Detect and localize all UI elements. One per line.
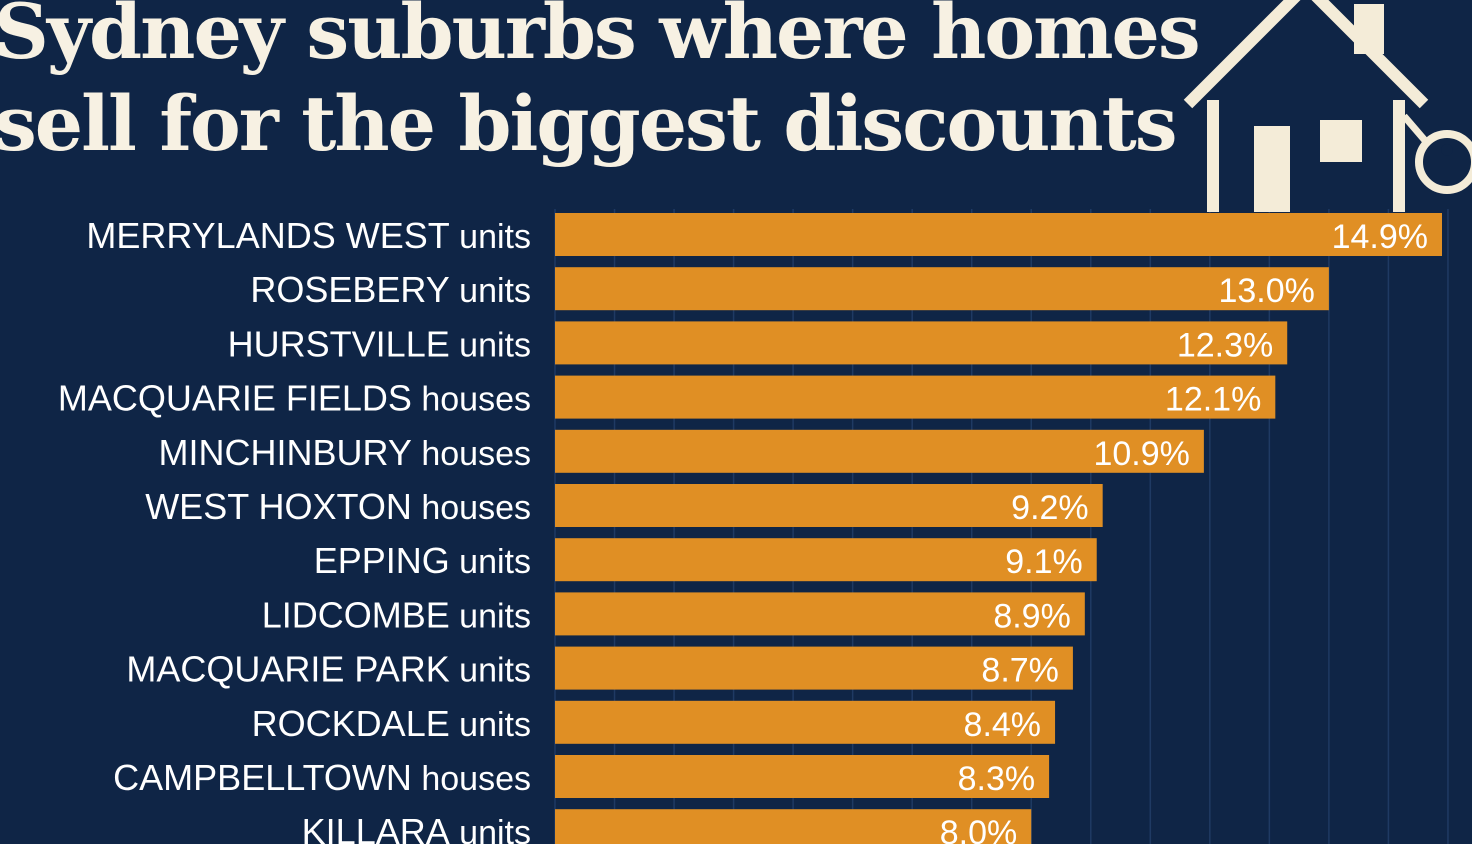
category-label: ROSEBERY units	[250, 269, 531, 310]
suburb-name: KILLARA	[302, 811, 450, 844]
property-type: houses	[412, 435, 531, 473]
data-label: 8.0%	[940, 814, 1018, 844]
chart-title-line-1: Sydney suburbs where homes	[0, 0, 1199, 76]
value-labels: 14.9% 13.0% 12.3% 12.1% 10.9%9.2% 9.1% 8.9% 8.7…	[940, 218, 1428, 844]
property-type: houses	[412, 489, 531, 527]
bar	[555, 809, 1032, 844]
bar	[555, 267, 1329, 311]
property-type: units	[450, 218, 531, 256]
category-label: MACQUARIE FIELDS houses	[58, 378, 531, 419]
suburb-name: MACQUARIE FIELDS	[58, 378, 412, 419]
bar	[555, 592, 1085, 636]
house-details	[1254, 4, 1453, 212]
key-ring	[1415, 130, 1472, 194]
bar	[555, 755, 1050, 798]
key-hole	[1441, 144, 1453, 156]
bar	[555, 646, 1073, 690]
house-roof	[1183, 0, 1429, 109]
bar	[555, 538, 1097, 582]
data-label: 13.0%	[1218, 272, 1314, 310]
category-label: LIDCOMBE units	[262, 594, 531, 635]
suburb-name: LIDCOMBE	[262, 594, 450, 635]
property-type: units	[450, 326, 531, 364]
bar	[555, 484, 1103, 527]
suburb-name: HURSTVILLE	[228, 323, 450, 364]
data-label: 8.4%	[964, 706, 1042, 744]
category-label: HURSTVILLE units	[228, 323, 531, 364]
suburb-name: ROSEBERY	[250, 269, 449, 310]
bar	[555, 700, 1056, 744]
data-label: 10.9%	[1093, 435, 1189, 473]
suburb-name: EPPING	[314, 540, 450, 581]
category-label: MACQUARIE PARK units	[126, 649, 531, 690]
suburb-name: ROCKDALE	[252, 703, 450, 744]
bar	[555, 213, 1442, 256]
suburb-name: MERRYLANDS WEST	[86, 215, 449, 256]
suburb-name: CAMPBELLTOWN	[113, 757, 412, 798]
suburb-name: MINCHINBURY	[159, 432, 412, 473]
property-type: units	[450, 814, 531, 844]
property-type: units	[450, 652, 531, 690]
property-type: units	[450, 543, 531, 581]
house-door	[1254, 126, 1290, 212]
key-loop	[1401, 113, 1431, 147]
category-label: MERRYLANDS WEST units	[86, 215, 531, 256]
category-label: EPPING units	[314, 540, 531, 581]
bar	[555, 429, 1204, 473]
data-label: 8.3%	[958, 760, 1036, 798]
property-type: units	[450, 597, 531, 635]
house-with-key-icon	[1183, 0, 1472, 212]
data-label: 8.9%	[993, 597, 1071, 635]
property-type: houses	[412, 760, 531, 798]
category-label: ROCKDALE units	[252, 703, 531, 744]
data-label: 12.1%	[1165, 381, 1261, 419]
category-label: CAMPBELLTOWN houses	[113, 757, 531, 798]
suburb-name: MACQUARIE PARK	[126, 649, 449, 690]
category-label: KILLARA units	[302, 811, 531, 844]
property-type: units	[450, 706, 531, 744]
category-label: WEST HOXTON houses	[145, 486, 531, 527]
suburb-name: WEST HOXTON	[145, 486, 412, 527]
house-chimney	[1354, 4, 1384, 54]
category-label: MINCHINBURY houses	[159, 432, 531, 473]
chart-title-line-2: sell for the biggest discounts	[0, 79, 1176, 168]
bar	[555, 375, 1276, 419]
bars	[555, 213, 1442, 844]
house-window	[1320, 120, 1362, 162]
data-label: 14.9%	[1332, 218, 1428, 256]
data-label: 9.2%	[1011, 489, 1089, 527]
bar	[555, 321, 1288, 365]
data-label: 9.1%	[1005, 543, 1083, 581]
property-type: units	[450, 272, 531, 310]
data-label: 12.3%	[1177, 326, 1273, 364]
property-type: houses	[412, 381, 531, 419]
data-label: 8.7%	[981, 652, 1059, 690]
